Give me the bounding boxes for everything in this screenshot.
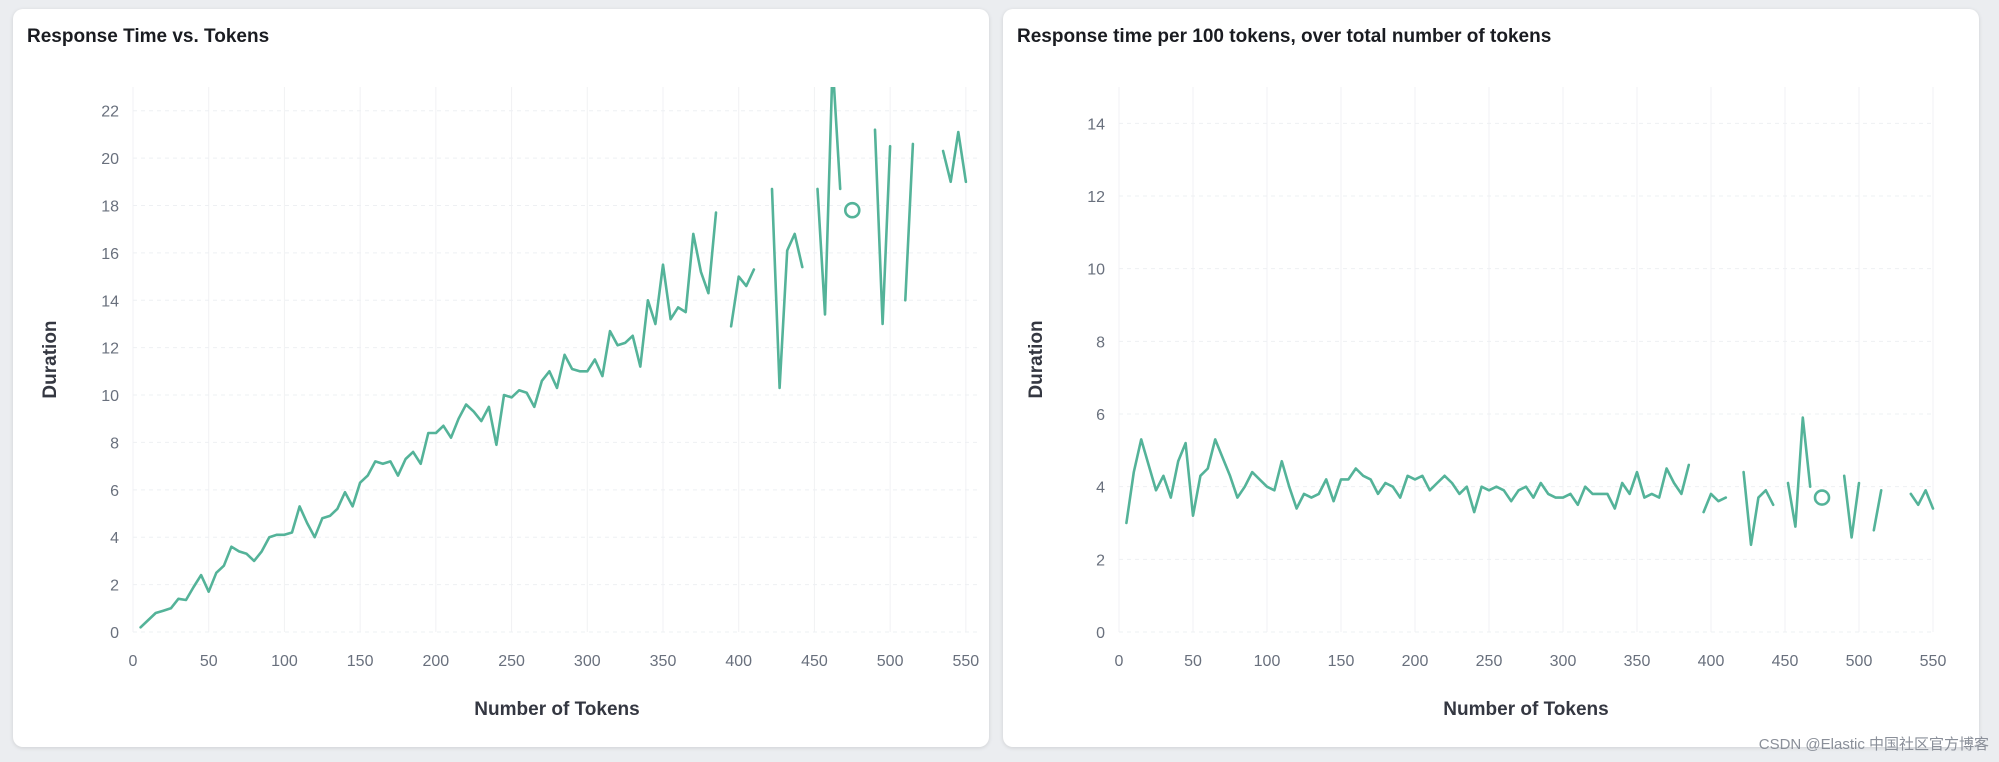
y-tick-label: 8	[110, 435, 119, 452]
series-point	[843, 201, 861, 219]
y-tick-label: 14	[1087, 116, 1105, 133]
y-tick-label: 6	[110, 483, 119, 500]
line-chart-response-per-100: 0 2 4 6 8 10 12 14 0 50 100 150 200 250 300 350 400 450 50…	[1026, 87, 1947, 720]
y-tick-label: 10	[1087, 262, 1105, 279]
series-line	[139, 211, 718, 629]
chart-title: Response Time vs. Tokens	[27, 26, 270, 47]
y-tick-label: 4	[110, 530, 119, 547]
series-line	[1742, 470, 1775, 547]
series-group	[139, 87, 968, 629]
y-tick-label: 2	[110, 578, 119, 595]
y-tick-label: 16	[101, 246, 119, 263]
series-line	[904, 142, 915, 302]
y-axis-title: Duration	[1026, 320, 1047, 398]
y-tick-label: 20	[101, 151, 119, 168]
y-tick-label: 8	[1096, 334, 1105, 351]
series-line	[1786, 416, 1812, 528]
x-tick-label: 450	[1772, 653, 1799, 670]
series-line	[1872, 489, 1883, 532]
x-tick-label: 250	[498, 653, 525, 670]
y-tick-label: 2	[1096, 552, 1105, 569]
x-axis-title: Number of Tokens	[1443, 699, 1608, 720]
y-tick-label: 0	[1096, 625, 1105, 642]
series-line	[873, 128, 892, 326]
series-line	[1702, 492, 1728, 514]
x-tick-label: 100	[1254, 653, 1281, 670]
line-chart-response-time: 0 2 4 6 8 10 12 14 16 18 20 22 0 50 100 150 200 250 300 350…	[40, 87, 981, 720]
series-point	[1813, 489, 1831, 506]
series-line	[816, 87, 842, 316]
series-group	[1125, 416, 1935, 547]
x-tick-label: 500	[1846, 653, 1873, 670]
x-tick-label: 250	[1476, 653, 1503, 670]
y-tick-label: 22	[101, 104, 119, 121]
series-line	[1125, 438, 1691, 525]
watermark: CSDN @Elastic 中国社区官方博客	[1758, 736, 1989, 753]
x-tick-label: 100	[271, 653, 298, 670]
chart-panel-response-per-100: Response time per 100 tokens, over total…	[1003, 9, 1979, 747]
x-tick-label: 50	[1184, 653, 1202, 670]
series-line	[941, 130, 968, 184]
y-tick-label: 6	[1096, 407, 1105, 424]
series-line	[729, 268, 756, 328]
y-tick-label: 0	[110, 625, 119, 642]
x-tick-label: 550	[953, 653, 980, 670]
x-tick-label: 400	[725, 653, 752, 670]
x-tick-label: 150	[347, 653, 374, 670]
x-tick-label: 350	[1624, 653, 1651, 670]
series-line	[1909, 489, 1935, 510]
x-tick-label: 200	[423, 653, 450, 670]
x-tick-label: 500	[877, 653, 904, 670]
x-axis-title: Number of Tokens	[474, 699, 639, 720]
series-line	[1842, 474, 1861, 539]
x-tick-label: 400	[1698, 653, 1725, 670]
x-tick-label: 350	[650, 653, 677, 670]
chart-title: Response time per 100 tokens, over total…	[1017, 26, 1552, 47]
x-tick-label: 0	[1115, 653, 1124, 670]
x-tick-label: 0	[129, 653, 138, 670]
x-tick-label: 450	[801, 653, 828, 670]
x-tick-label: 550	[1920, 653, 1947, 670]
y-tick-label: 14	[101, 293, 119, 310]
y-tick-label: 12	[101, 341, 119, 358]
x-tick-label: 300	[574, 653, 601, 670]
chart-panel-response-time: Response Time vs. Tokens 0 2 4 6 8 10 12 14 16 18…	[13, 9, 989, 747]
y-tick-label: 18	[101, 198, 119, 215]
y-tick-label: 4	[1096, 480, 1105, 497]
series-line	[770, 187, 804, 390]
x-tick-label: 200	[1402, 653, 1429, 670]
y-tick-label: 12	[1087, 189, 1105, 206]
y-tick-label: 10	[101, 388, 119, 405]
y-axis-title: Duration	[40, 320, 61, 398]
x-tick-label: 150	[1328, 653, 1355, 670]
x-tick-label: 300	[1550, 653, 1577, 670]
x-tick-label: 50	[200, 653, 218, 670]
